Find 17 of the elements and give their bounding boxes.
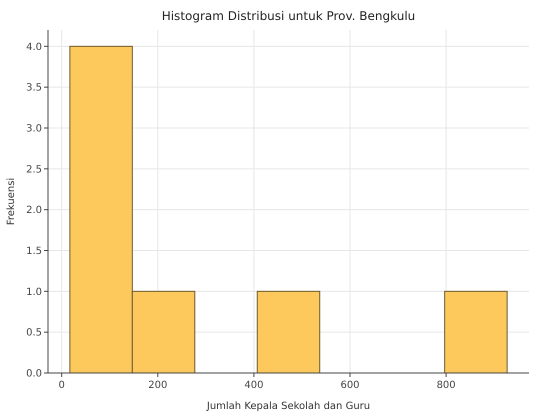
x-tick-label: 0: [58, 380, 65, 391]
y-tick-label: 0.0: [26, 368, 42, 380]
x-tick-label: 800: [436, 380, 456, 391]
y-tick-label: 0.5: [26, 328, 42, 339]
y-tick-label: 2.5: [26, 164, 42, 176]
x-tick-label: 400: [244, 380, 264, 391]
y-tick-label: 4.0: [26, 42, 42, 53]
y-tick-label: 3.5: [26, 82, 42, 94]
y-tick-label: 2.0: [26, 205, 42, 216]
y-tick-label: 3.0: [26, 124, 42, 134]
y-tick-label: 1.5: [26, 246, 42, 257]
y-tick-label: 1.0: [26, 286, 42, 298]
chart-title: Histogram Distribusi untuk Prov. Bengkulu: [162, 9, 416, 23]
x-tick-label: 600: [340, 380, 360, 391]
x-axis-title: Jumlah Kepala Sekolah dan Guru: [206, 401, 370, 412]
y-axis-title: Frekuensi: [6, 178, 17, 226]
x-tick-label: 200: [148, 380, 168, 391]
